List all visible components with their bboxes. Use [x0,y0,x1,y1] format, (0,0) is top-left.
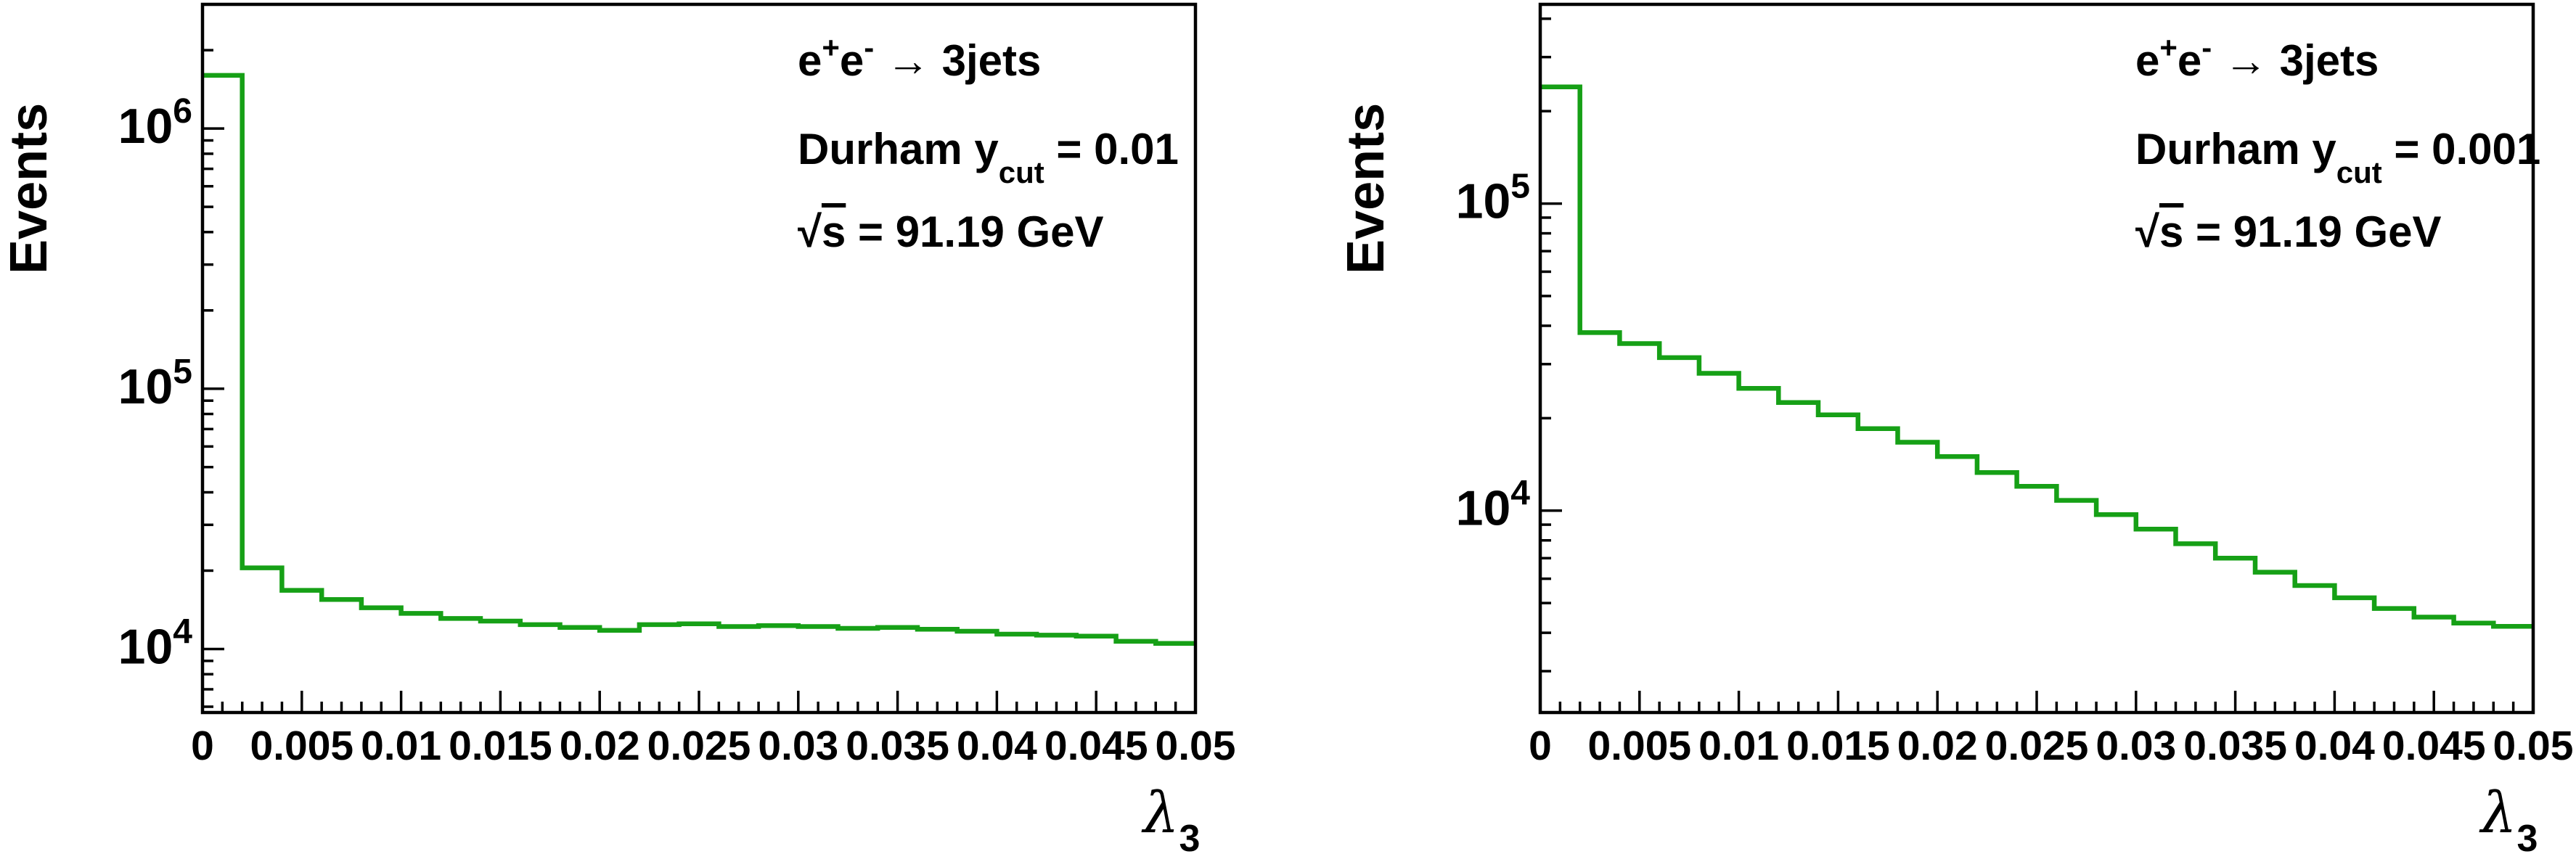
x-axis-title: λ3 [2479,781,2538,854]
x-tick-label: 0.03 [2095,723,2176,769]
x-tick-label: 0.02 [1897,723,1978,769]
histogram-line [1540,84,2533,629]
x-tick-label: 0.025 [647,723,751,769]
annotation-line: Durham ycut = 0.01 [798,125,1179,189]
x-tick-label: 0.045 [1044,723,1148,769]
x-tick-label: 0.02 [560,723,640,769]
x-tick-label: 0.005 [250,723,353,769]
y-axis-title: Events [0,103,58,274]
x-tick-label: 0.015 [449,723,552,769]
y-tick-label: 104 [118,612,193,674]
y-axis-title: Events [1337,103,1395,274]
x-tick-label: 0.035 [846,723,949,769]
annotation-line: Durham ycut = 0.001 [2135,125,2540,189]
x-tick-label: 0.05 [2493,723,2574,769]
x-tick-label: 0.045 [2382,723,2486,769]
x-axis-title: λ3 [1141,781,1200,854]
x-tick-label: 0.005 [1587,723,1691,769]
y-tick-label: 106 [118,92,192,154]
x-tick-label: 0.01 [1698,723,1779,769]
x-tick-label: 0.04 [957,723,1037,769]
annotation-line: e+e- → 3jets [798,30,1041,85]
annotation-line: √s = 91.19 GeV [798,208,1104,256]
y-tick-label: 105 [118,353,192,414]
x-tick-label: 0.05 [1156,723,1236,769]
x-tick-label: 0 [1529,723,1552,769]
x-tick-label: 0 [191,723,214,769]
x-tick-label: 0.035 [2183,723,2287,769]
plot-left: 0 0.005 0.01 0.015 0.02 0.025 0.03 0.035 0.04 0.0… [0,2,1236,854]
annotation-line: √s = 91.19 GeV [2135,208,2442,256]
x-tick-label: 0.03 [758,723,838,769]
x-tick-label: 0.015 [1786,723,1890,769]
annotation-line: e+e- → 3jets [2135,30,2379,85]
plot-right: 0 0.005 0.01 0.015 0.02 0.025 0.03 0.035 0.04 0.0… [1337,2,2574,854]
x-tick-label: 0.04 [2294,723,2375,769]
x-tick-label: 0.01 [361,723,441,769]
x-tick-label: 0.025 [1985,723,2089,769]
y-tick-label: 105 [1456,168,1530,229]
y-tick-label: 104 [1456,475,1531,536]
histogram-line [203,73,1195,646]
plot-frame [200,2,1198,715]
